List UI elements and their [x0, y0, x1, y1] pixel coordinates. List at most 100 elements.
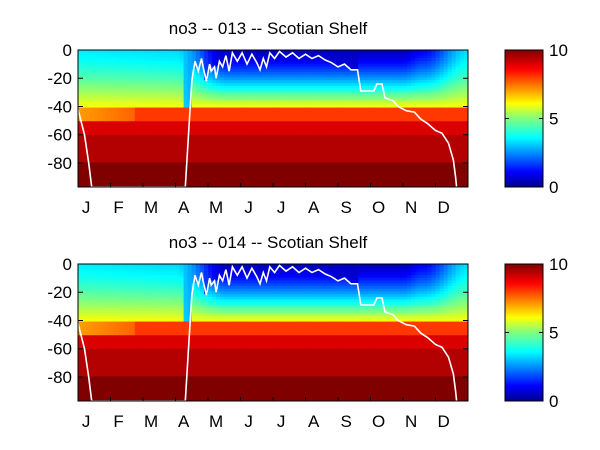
heatmap-cell — [126, 176, 132, 180]
heatmap-cell — [118, 178, 124, 183]
heatmap-cell — [183, 80, 189, 84]
heatmap-cell — [439, 118, 445, 122]
heatmap-cell — [82, 148, 87, 152]
heatmap-cell — [187, 50, 193, 54]
heatmap-cell — [155, 82, 160, 87]
heatmap-cell — [212, 91, 217, 95]
heatmap-cell — [435, 154, 441, 158]
heatmap-cell — [183, 85, 189, 89]
heatmap-cell — [82, 359, 87, 364]
heatmap-cell — [366, 60, 372, 65]
heatmap-cell — [159, 115, 164, 120]
heatmap-cell — [329, 173, 335, 177]
heatmap-cell — [394, 126, 400, 131]
heatmap-cell — [82, 104, 87, 109]
heatmap-cell — [78, 74, 83, 78]
heatmap-cell — [264, 99, 270, 103]
heatmap-cell — [362, 58, 368, 62]
heatmap-cell — [342, 58, 347, 62]
heatmap-cell — [459, 96, 465, 100]
heatmap-cell — [78, 291, 83, 295]
heatmap-cell — [236, 52, 242, 57]
heatmap-cell — [98, 85, 103, 89]
heatmap-cell — [147, 88, 152, 92]
heatmap-cell — [86, 69, 91, 73]
heatmap-cell — [151, 88, 156, 92]
heatmap-cell — [305, 184, 311, 187]
heatmap-cell — [297, 63, 303, 68]
heatmap-cell — [216, 132, 221, 136]
heatmap-cell — [102, 58, 108, 62]
heatmap-cell — [463, 69, 468, 73]
heatmap-cell — [309, 91, 315, 95]
heatmap-cell — [362, 104, 368, 109]
heatmap-cell — [273, 113, 278, 117]
heatmap-cell — [151, 118, 156, 122]
heatmap-cell — [273, 82, 278, 87]
heatmap-cell — [191, 88, 197, 92]
heatmap-cell — [220, 85, 225, 89]
heatmap-cell — [333, 115, 339, 120]
heatmap-cell — [268, 71, 274, 76]
heatmap-cell — [346, 110, 351, 114]
heatmap-cell — [171, 156, 177, 161]
heatmap-cell — [122, 85, 128, 89]
heatmap-cell — [394, 137, 400, 142]
heatmap-cell — [329, 66, 335, 70]
heatmap-cell — [301, 82, 307, 87]
heatmap-cell — [366, 165, 372, 169]
heatmap-cell — [382, 60, 388, 65]
heatmap-cell — [199, 137, 205, 142]
heatmap-cell — [171, 80, 177, 84]
heatmap-cell — [147, 58, 152, 62]
heatmap-cell — [325, 167, 331, 172]
heatmap-cell — [114, 104, 120, 109]
heatmap-cell — [289, 77, 294, 81]
heatmap-cell — [155, 184, 160, 187]
heatmap-cell — [374, 178, 380, 183]
heatmap-cell — [366, 145, 372, 150]
heatmap-cell — [155, 132, 160, 136]
heatmap-cell — [106, 151, 112, 155]
heatmap-cell — [431, 77, 437, 81]
heatmap-cell — [216, 162, 221, 166]
heatmap-cell — [256, 134, 262, 139]
heatmap-cell — [138, 50, 144, 54]
heatmap-cell — [333, 113, 339, 117]
heatmap-cell — [366, 50, 372, 54]
heatmap-cell — [390, 118, 396, 122]
heatmap-cell — [151, 69, 156, 73]
heatmap-cell — [350, 110, 355, 114]
heatmap-cell — [309, 178, 315, 183]
heatmap-cell — [321, 137, 327, 142]
heatmap-cell — [155, 52, 160, 57]
heatmap-cell — [167, 170, 173, 174]
heatmap-cell — [151, 156, 156, 161]
heatmap-cell — [431, 151, 437, 155]
heatmap-cell — [78, 181, 83, 185]
heatmap-cell — [118, 159, 124, 163]
heatmap-cell — [102, 71, 108, 76]
heatmap-cell — [175, 93, 181, 98]
heatmap-cell — [191, 85, 197, 89]
heatmap-cell — [325, 184, 331, 187]
heatmap-cell — [374, 134, 380, 139]
heatmap-cell — [126, 107, 132, 111]
heatmap-cell — [342, 118, 347, 122]
heatmap-cell — [463, 115, 468, 120]
heatmap-cell — [106, 156, 112, 161]
heatmap-cell — [463, 165, 468, 169]
heatmap-cell — [260, 140, 266, 144]
heatmap-cell — [463, 63, 468, 68]
heatmap-cell — [342, 85, 347, 89]
heatmap-cell — [435, 115, 441, 120]
heatmap-cell — [256, 77, 262, 81]
heatmap-cell — [350, 126, 355, 131]
heatmap-cell — [378, 121, 384, 125]
heatmap-cell — [236, 181, 242, 185]
heatmap-cell — [94, 52, 99, 57]
heatmap-cell — [110, 104, 116, 109]
heatmap-cell — [191, 181, 197, 185]
heatmap-cell — [134, 173, 140, 177]
heatmap-cell — [285, 121, 290, 125]
